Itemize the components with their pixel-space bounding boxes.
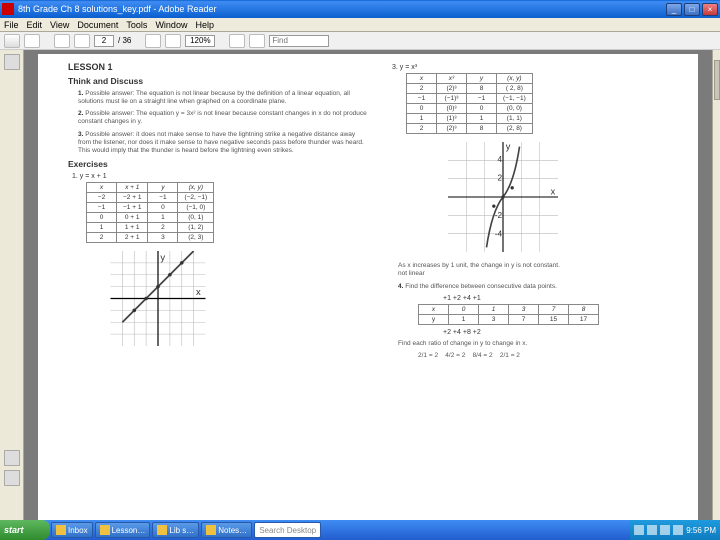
taskbar: start Inbox Lesson… Lib s… Notes… Search…	[0, 520, 720, 540]
task-item[interactable]: Lesson…	[95, 522, 151, 538]
sidebar	[0, 50, 24, 520]
tool-icon-2[interactable]	[249, 34, 265, 48]
menu-document[interactable]: Document	[77, 20, 118, 30]
page-total: / 36	[118, 36, 131, 45]
pdf-page: LESSON 1 Think and Discuss 1. Possible a…	[38, 54, 698, 520]
svg-text:y: y	[506, 142, 511, 151]
task-icon	[157, 525, 167, 535]
right-column: 3. y = x³ xx³y(x, y)2(2)³8( 2, 8)−1(−1)³…	[388, 62, 688, 365]
zoom-input[interactable]	[185, 35, 215, 47]
ex3-graph: 2 4 -2 -4 x y	[438, 142, 568, 252]
ex1-equation: 1. y = x + 1	[72, 173, 368, 180]
td-item-3: 3. Possible answer: it does not make sen…	[78, 131, 368, 155]
page-down-icon[interactable]	[74, 34, 90, 48]
system-tray: 9:56 PM	[630, 520, 720, 540]
task-icon	[206, 525, 216, 535]
window-title: 8th Grade Ch 8 solutions_key.pdf - Adobe…	[18, 4, 666, 14]
menu-edit[interactable]: Edit	[27, 20, 43, 30]
minimize-button[interactable]: _	[666, 3, 682, 16]
ex4-prompt: 4. Find the difference between consecuti…	[398, 283, 688, 291]
start-button[interactable]: start	[0, 520, 50, 540]
ex4-text: Find the difference between consecutive …	[405, 283, 557, 290]
email-icon[interactable]	[24, 34, 40, 48]
ex1-graph: x y	[98, 251, 218, 346]
zoom-in-icon[interactable]	[165, 34, 181, 48]
app-icon	[2, 3, 14, 15]
menubar: File Edit View Document Tools Window Hel…	[0, 18, 720, 32]
search-deskbar[interactable]: Search Desktop	[254, 522, 321, 538]
menu-view[interactable]: View	[50, 20, 69, 30]
start-label: start	[4, 525, 24, 535]
tool-icon-1[interactable]	[229, 34, 245, 48]
print-icon[interactable]	[4, 34, 20, 48]
window-controls: _ □ ×	[666, 3, 718, 16]
lesson-heading: LESSON 1	[68, 62, 368, 72]
ex3-table: xx³y(x, y)2(2)³8( 2, 8)−1(−1)³−1(−1, −1)…	[406, 73, 533, 134]
task-label: Inbox	[68, 526, 88, 535]
task-item[interactable]: Notes…	[201, 522, 252, 538]
svg-text:x: x	[196, 287, 201, 298]
vertical-scrollbar[interactable]	[712, 50, 720, 520]
document-viewport: LESSON 1 Think and Discuss 1. Possible a…	[24, 50, 712, 520]
svg-text:-2: -2	[495, 211, 503, 220]
left-column: LESSON 1 Think and Discuss 1. Possible a…	[68, 62, 368, 352]
think-discuss-heading: Think and Discuss	[68, 76, 368, 86]
td-item-1: 1. Possible answer: The equation is not …	[78, 90, 368, 106]
clock: 9:56 PM	[686, 526, 716, 535]
close-button[interactable]: ×	[702, 3, 718, 16]
page-number-input[interactable]	[94, 35, 114, 47]
attachments-icon[interactable]	[4, 470, 20, 486]
zoom-out-icon[interactable]	[145, 34, 161, 48]
task-icon	[100, 525, 110, 535]
find-input[interactable]	[269, 35, 329, 47]
ex1-table: xx + 1y(x, y)−2−2 + 1−1(−2, −1)−1−1 + 10…	[86, 182, 214, 243]
task-item[interactable]: Lib s…	[152, 522, 199, 538]
ex4-ratio-text: Find each ratio of change in y to change…	[398, 340, 688, 348]
td2-text: Possible answer: The equation y = 3x² is…	[78, 110, 367, 125]
task-label: Notes…	[218, 526, 247, 535]
ex4-table: x01378y1371517	[418, 304, 599, 325]
titlebar: 8th Grade Ch 8 solutions_key.pdf - Adobe…	[0, 0, 720, 18]
bookmarks-icon[interactable]	[4, 450, 20, 466]
menu-tools[interactable]: Tools	[126, 20, 147, 30]
td-item-2: 2. Possible answer: The equation y = 3x²…	[78, 110, 368, 126]
menu-window[interactable]: Window	[155, 20, 187, 30]
svg-text:y: y	[160, 252, 165, 263]
tray-icon[interactable]	[660, 525, 670, 535]
pages-panel-icon[interactable]	[4, 54, 20, 70]
ex4-top-diffs: +1 +2 +4 +1	[443, 295, 670, 302]
exercises-heading: Exercises	[68, 159, 368, 169]
td3-text: Possible answer: it does not make sense …	[78, 131, 364, 154]
search-label: Search Desktop	[259, 526, 316, 535]
task-label: Lesson…	[112, 526, 146, 535]
menu-file[interactable]: File	[4, 20, 19, 30]
page-up-icon[interactable]	[54, 34, 70, 48]
svg-text:2: 2	[498, 174, 503, 183]
ex3-note: As x increases by 1 unit, the change in …	[398, 262, 688, 279]
tray-icon[interactable]	[647, 525, 657, 535]
ex4-bot-diffs: +2 +4 +8 +2	[443, 329, 670, 336]
svg-text:-4: -4	[495, 229, 503, 238]
td1-text: Possible answer: The equation is not lin…	[78, 90, 350, 105]
tray-icon[interactable]	[634, 525, 644, 535]
task-icon	[56, 525, 66, 535]
toolbar: / 36	[0, 32, 720, 50]
task-item[interactable]: Inbox	[51, 522, 93, 538]
scroll-thumb[interactable]	[714, 60, 720, 100]
ex3-equation: 3. y = x³	[392, 64, 688, 71]
ex4-ratios: 2/1 = 2 4/2 = 2 8/4 = 2 2/1 = 2	[418, 352, 688, 360]
task-label: Lib s…	[169, 526, 194, 535]
menu-help[interactable]: Help	[195, 20, 214, 30]
svg-text:x: x	[551, 186, 556, 196]
svg-text:4: 4	[498, 155, 503, 164]
tray-icon[interactable]	[673, 525, 683, 535]
maximize-button[interactable]: □	[684, 3, 700, 16]
